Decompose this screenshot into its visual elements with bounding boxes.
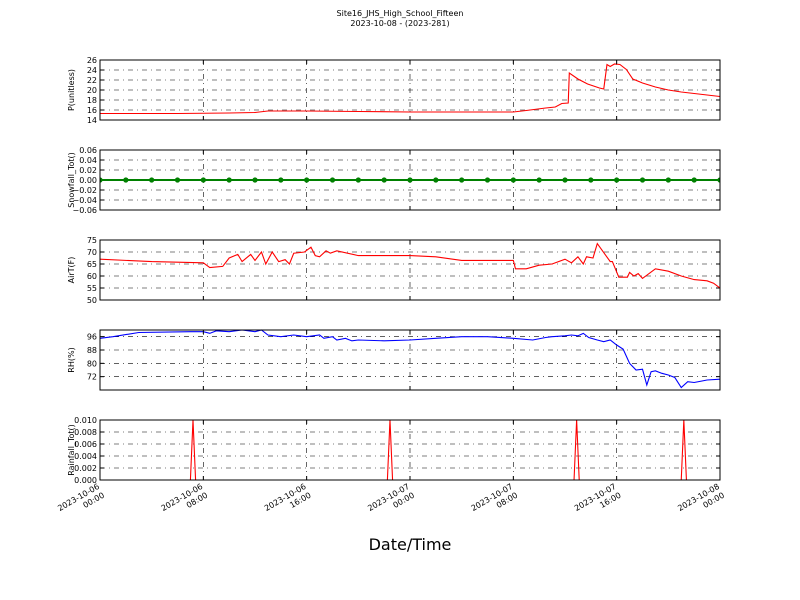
y-tick-label: 18 (87, 96, 97, 105)
data-point (665, 177, 671, 183)
y-tick-label: 24 (87, 66, 97, 75)
data-point (614, 177, 620, 183)
y-tick-label: 16 (87, 106, 97, 115)
data-point (381, 177, 387, 183)
data-point (355, 177, 361, 183)
y-tick-label: 0.02 (79, 166, 97, 175)
y-tick-label: 65 (87, 260, 97, 269)
y-tick-label: 14 (87, 116, 97, 125)
y-tick-label: 60 (87, 272, 97, 281)
y-tick-label: 0.06 (79, 146, 97, 155)
data-point (536, 177, 542, 183)
data-point (510, 177, 516, 183)
data-point (149, 177, 155, 183)
title: Site16_JHS_High_School_Fifteen (337, 9, 464, 18)
data-line (100, 63, 720, 115)
data-point (226, 177, 232, 183)
y-tick-label: 50 (87, 296, 97, 305)
y-tick-label: −0.02 (72, 186, 97, 195)
data-point (691, 177, 697, 183)
data-line (100, 329, 720, 389)
data-point (304, 177, 310, 183)
y-tick-label: 72 (87, 373, 97, 382)
data-point (100, 177, 103, 183)
y-tick-label: 22 (87, 76, 97, 85)
y-tick-label: 0.000 (74, 476, 97, 485)
y-tick-label: 55 (87, 284, 97, 293)
y-tick-label: 0.00 (79, 176, 97, 185)
data-point (123, 177, 129, 183)
x-tick-label: 2023-10-0700:00 (366, 482, 416, 522)
data-point (484, 177, 491, 183)
y-tick-label: 0.004 (74, 452, 97, 461)
y-tick-label: 0.002 (74, 464, 97, 473)
data-point (252, 177, 258, 183)
x-tick-label: 2023-10-0800:00 (676, 482, 726, 522)
data-point (459, 177, 465, 183)
plot-area (100, 329, 720, 389)
plot-area (100, 177, 720, 183)
plot-area (100, 63, 720, 115)
y-tick-label: 96 (87, 333, 97, 342)
data-line (100, 242, 720, 289)
y-axis-label: Rainfall_Tot() (67, 424, 76, 476)
data-point (717, 177, 720, 183)
data-point (433, 177, 439, 183)
x-tick-label: 2023-10-0708:00 (470, 482, 520, 522)
data-point (588, 177, 594, 183)
y-tick-label: 70 (87, 248, 97, 257)
data-point (639, 177, 646, 183)
y-tick-label: 80 (87, 359, 97, 368)
x-tick-label: 2023-10-0716:00 (573, 482, 623, 522)
y-tick-label: 75 (87, 236, 97, 245)
y-tick-label: −0.04 (72, 196, 97, 205)
y-tick-label: 0.04 (79, 156, 97, 165)
y-tick-label: 0.010 (74, 416, 97, 425)
x-tick-label: 2023-10-0608:00 (160, 482, 210, 522)
y-axis-label: P(unitless) (67, 69, 76, 111)
plot-area (100, 242, 720, 289)
data-point (200, 177, 206, 183)
data-point (278, 177, 284, 183)
y-axis-label: Snowfall_Tot() (67, 152, 76, 208)
data-point (407, 177, 413, 183)
data-point (329, 177, 336, 183)
y-tick-label: 0.006 (74, 440, 97, 449)
y-tick-label: 26 (87, 56, 97, 65)
y-tick-label: 20 (87, 86, 97, 95)
x-axis-label: Date/Time (369, 535, 452, 554)
x-tick-label: 2023-10-0600:00 (56, 482, 106, 522)
x-tick-label: 2023-10-0616:00 (263, 482, 313, 522)
y-tick-label: 0.008 (74, 428, 97, 437)
subtitle: 2023-10-08 - (2023-281) (350, 19, 449, 28)
y-axis-label: AirT(F) (67, 257, 76, 284)
y-tick-label: 88 (87, 346, 97, 355)
y-axis-label: RH(%) (67, 347, 76, 372)
data-point (174, 177, 181, 183)
data-point (562, 177, 568, 183)
y-tick-label: −0.06 (72, 206, 97, 215)
